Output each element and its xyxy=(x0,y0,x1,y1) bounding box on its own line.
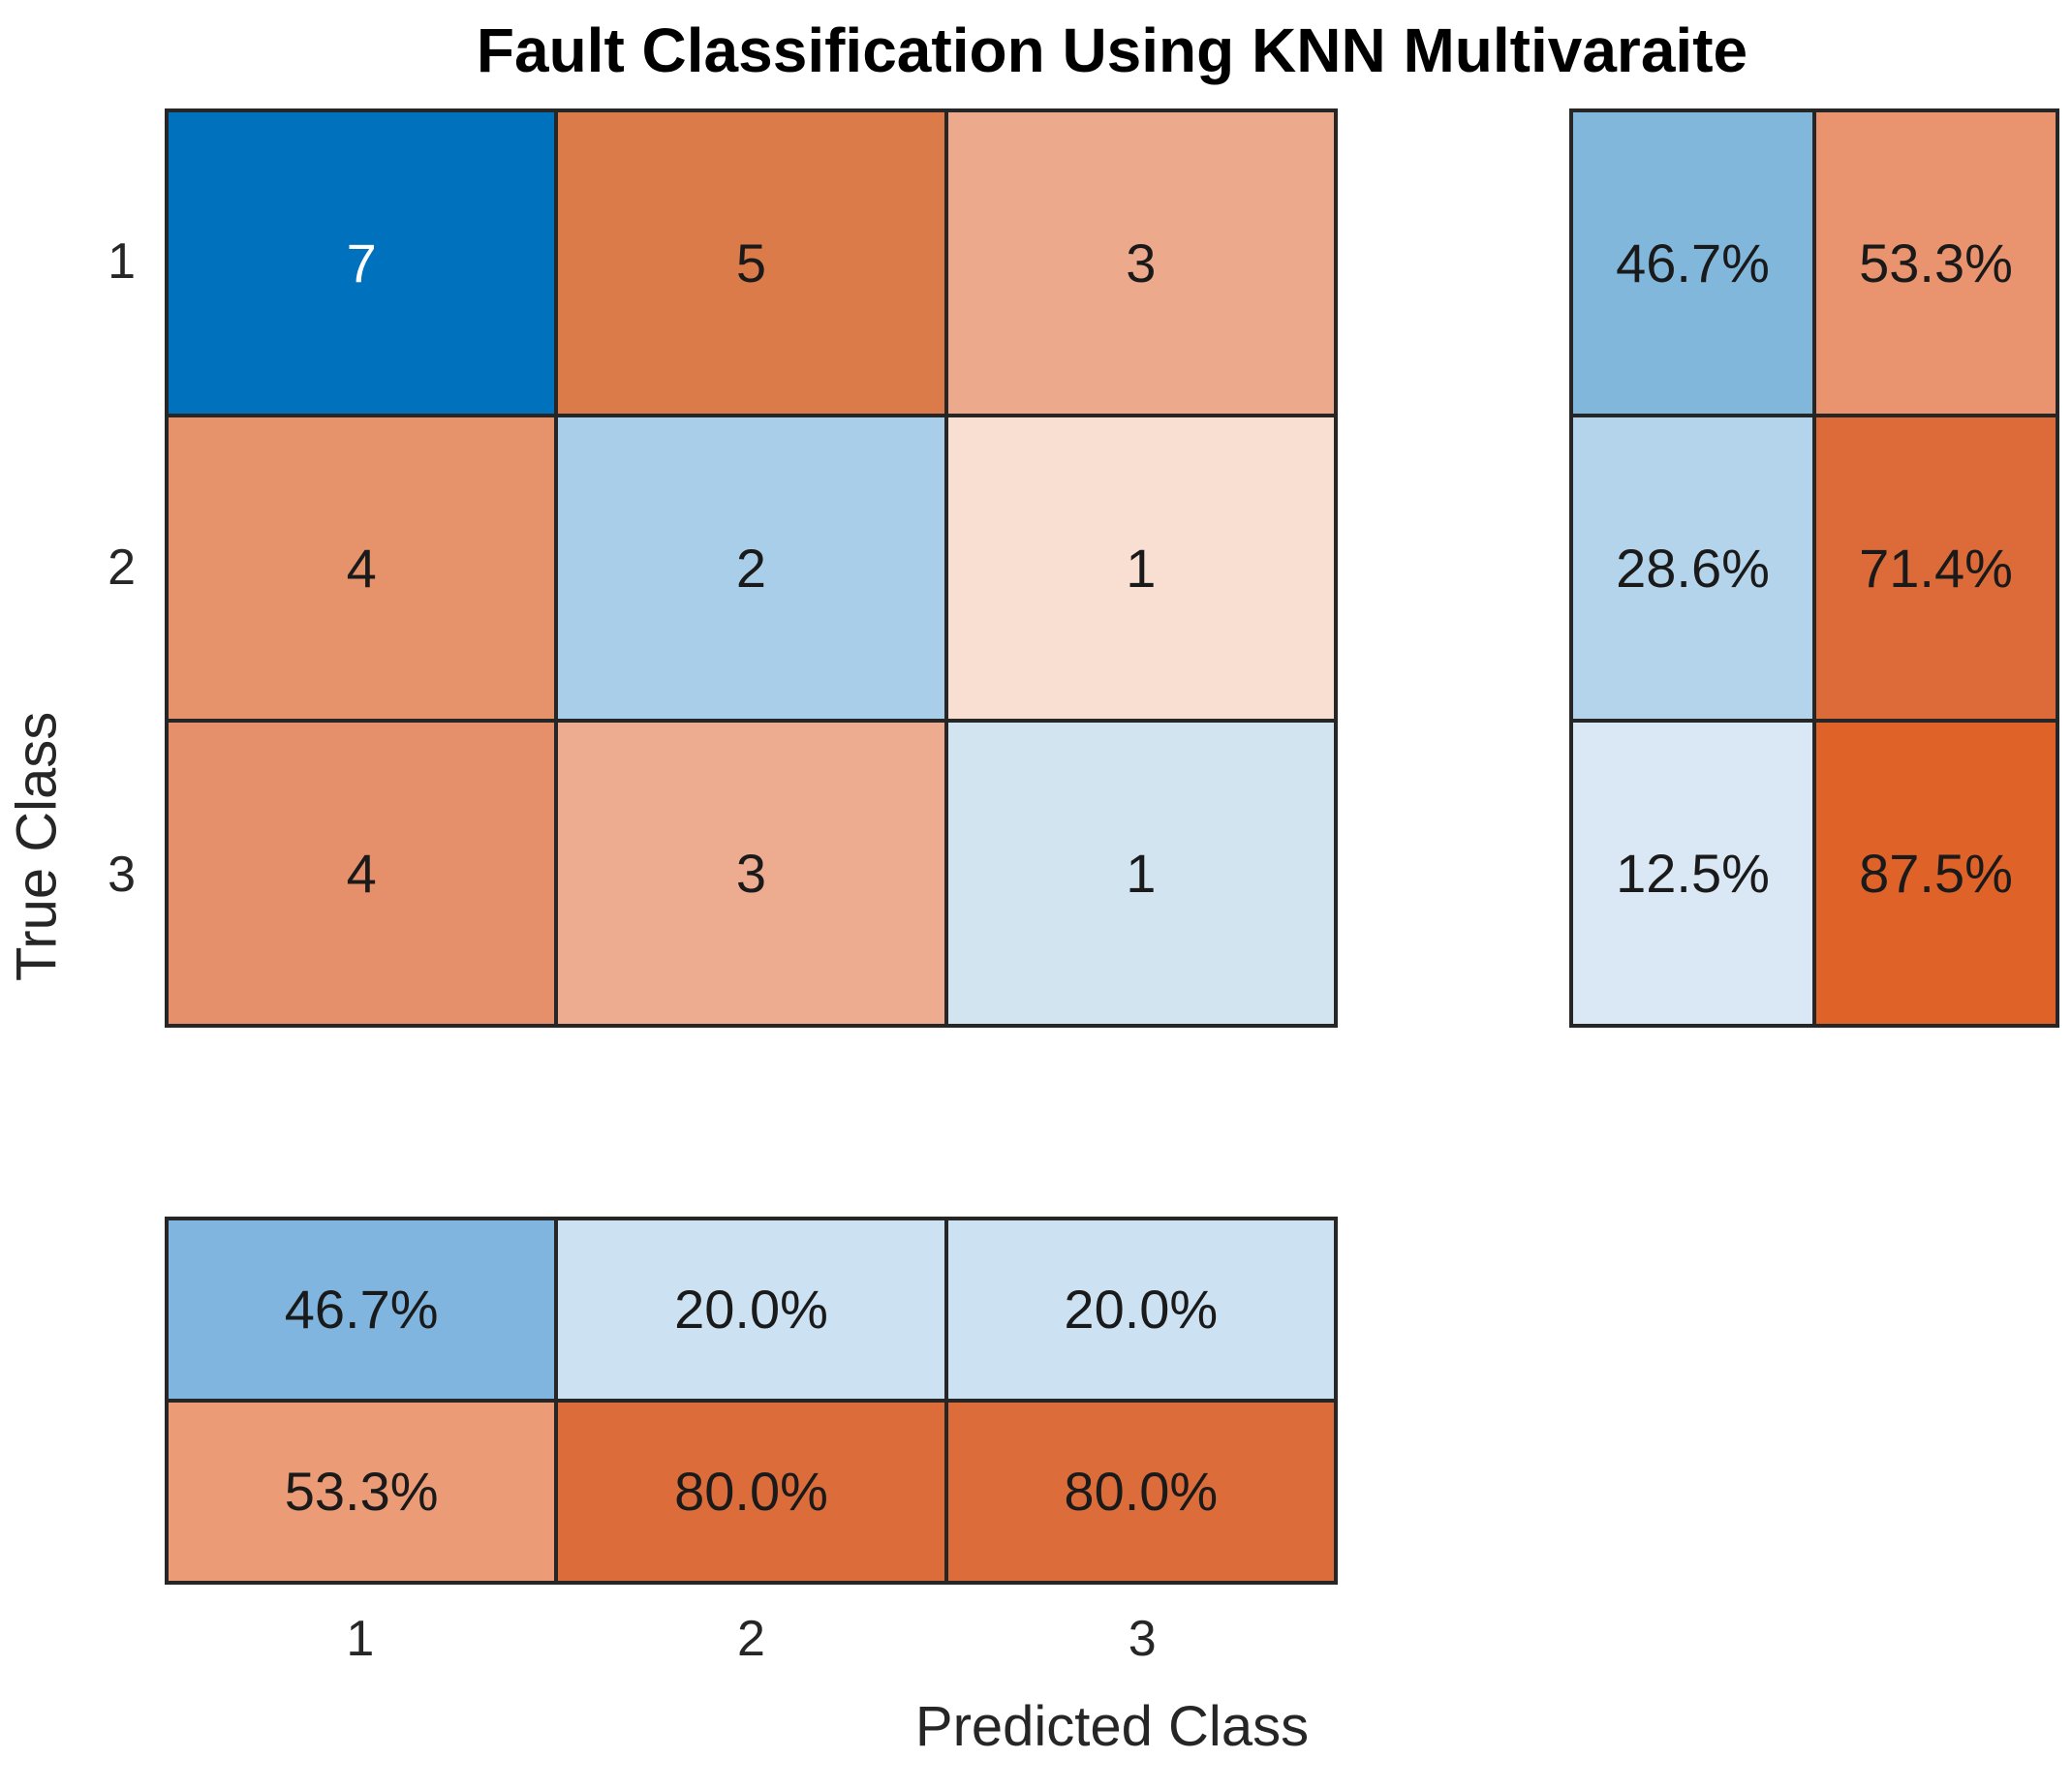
matrix-cell-2-1: 4 xyxy=(169,417,555,719)
matrix-cell-value: 5 xyxy=(735,231,767,293)
col-summary-cell-false-2: 80.0% xyxy=(558,1403,944,1581)
col-summary-cell-true-1: 46.7% xyxy=(169,1220,555,1399)
column-summary-grid: 46.7% 20.0% 20.0% 53.3% 80.0% 80.0% xyxy=(165,1217,1338,1585)
row-summary-value: 28.6% xyxy=(1616,537,1770,599)
row-summary-cell-1-false: 53.3% xyxy=(1816,112,2056,414)
y-tick-2: 2 xyxy=(108,540,136,596)
row-summary-value: 87.5% xyxy=(1859,842,2013,904)
x-tick-1: 1 xyxy=(346,1611,375,1667)
matrix-cell-2-2: 2 xyxy=(558,417,944,719)
col-summary-value: 80.0% xyxy=(674,1461,828,1522)
x-tick-2: 2 xyxy=(737,1611,765,1667)
matrix-cell-value: 1 xyxy=(1126,842,1157,904)
row-summary-value: 53.3% xyxy=(1859,231,2013,293)
matrix-cell-value: 4 xyxy=(346,842,377,904)
matrix-cell-3-3: 1 xyxy=(947,723,1334,1024)
matrix-cell-value: 7 xyxy=(346,231,377,293)
col-summary-value: 20.0% xyxy=(674,1279,828,1340)
row-summary-cell-1-true: 46.7% xyxy=(1573,112,1812,414)
matrix-cell-1-2: 5 xyxy=(558,112,944,414)
matrix-cell-1-3: 3 xyxy=(947,112,1334,414)
x-tick-3: 3 xyxy=(1128,1611,1157,1667)
y-tick-3: 3 xyxy=(108,847,136,903)
row-summary-cell-2-false: 71.4% xyxy=(1816,417,2056,719)
matrix-cell-value: 3 xyxy=(735,842,767,904)
y-tick-1: 1 xyxy=(108,233,136,290)
chart-title: Fault Classification Using KNN Multivara… xyxy=(476,15,1748,85)
row-summary-cell-2-true: 28.6% xyxy=(1573,417,1812,719)
row-summary-value: 71.4% xyxy=(1859,537,2013,599)
col-summary-value: 80.0% xyxy=(1064,1461,1219,1522)
matrix-cell-value: 4 xyxy=(346,537,377,599)
col-summary-cell-false-3: 80.0% xyxy=(947,1403,1334,1581)
col-summary-value: 20.0% xyxy=(1064,1279,1219,1340)
matrix-cell-3-1: 4 xyxy=(169,723,555,1024)
matrix-cell-1-1: 7 xyxy=(169,112,555,414)
col-summary-value: 53.3% xyxy=(284,1461,439,1522)
matrix-cell-value: 2 xyxy=(735,537,767,599)
col-summary-cell-false-1: 53.3% xyxy=(169,1403,555,1581)
row-summary-grid: 46.7% 53.3% 28.6% 71.4% 12.5% 87.5% xyxy=(1569,108,2059,1028)
matrix-cell-2-3: 1 xyxy=(947,417,1334,719)
col-summary-value: 46.7% xyxy=(284,1279,439,1340)
x-axis-label: Predicted Class xyxy=(914,1695,1310,1758)
matrix-cell-value: 1 xyxy=(1126,537,1157,599)
row-summary-cell-3-false: 87.5% xyxy=(1816,723,2056,1024)
x-axis-ticks: 1 2 3 xyxy=(165,1610,1338,1668)
row-summary-value: 12.5% xyxy=(1616,842,1770,904)
row-summary-cell-3-true: 12.5% xyxy=(1573,723,1812,1024)
row-summary-value: 46.7% xyxy=(1616,231,1770,293)
col-summary-cell-true-3: 20.0% xyxy=(947,1220,1334,1399)
col-summary-cell-true-2: 20.0% xyxy=(558,1220,944,1399)
matrix-cell-value: 3 xyxy=(1126,231,1157,293)
matrix-cell-3-2: 3 xyxy=(558,723,944,1024)
confusion-matrix-grid: 7 5 3 4 2 1 4 3 1 xyxy=(165,108,1338,1028)
